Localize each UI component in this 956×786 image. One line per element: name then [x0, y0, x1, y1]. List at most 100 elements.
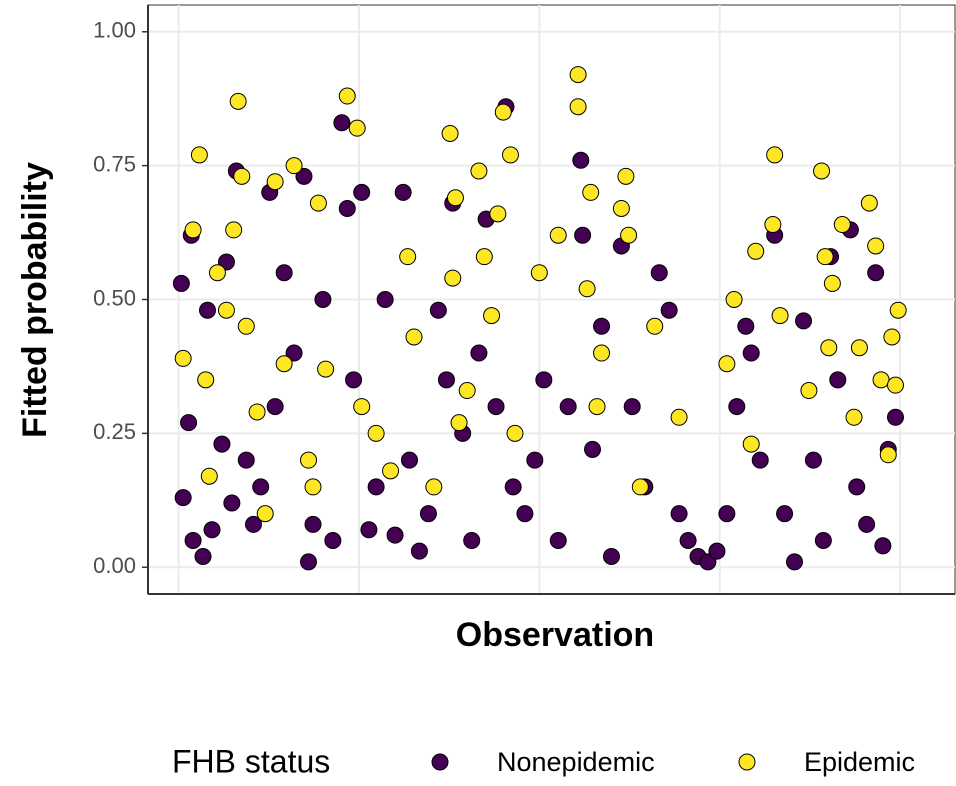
- legend-label: Nonepidemic: [497, 747, 655, 777]
- data-point: [612, 199, 630, 217]
- data-point: [504, 478, 522, 496]
- data-point: [229, 92, 247, 110]
- data-point: [582, 183, 600, 201]
- data-point: [833, 216, 851, 234]
- data-point: [475, 248, 493, 266]
- data-point: [217, 301, 235, 319]
- data-point: [569, 98, 587, 116]
- data-point: [670, 505, 688, 523]
- data-point: [376, 291, 394, 308]
- data-point: [845, 408, 863, 426]
- data-point: [419, 505, 437, 523]
- data-point: [285, 344, 303, 362]
- data-point: [353, 183, 371, 201]
- y-tick-label: 0.25: [93, 419, 136, 444]
- data-point: [660, 301, 678, 319]
- data-point: [742, 435, 760, 453]
- data-point: [450, 414, 468, 432]
- y-tick-label: 0.50: [93, 285, 136, 310]
- data-point: [237, 317, 255, 335]
- data-point: [299, 553, 317, 571]
- data-point: [244, 515, 262, 533]
- data-point: [501, 146, 519, 164]
- data-point: [425, 478, 443, 496]
- data-point: [526, 451, 544, 469]
- data-point: [718, 355, 736, 373]
- data-point: [848, 478, 866, 496]
- data-point: [795, 312, 813, 330]
- data-point: [333, 114, 351, 132]
- data-point: [574, 226, 592, 244]
- data-point: [295, 167, 313, 185]
- data-point: [266, 173, 284, 191]
- data-point: [593, 317, 611, 335]
- data-point: [530, 264, 548, 282]
- data-point: [679, 531, 697, 549]
- data-point: [549, 226, 567, 244]
- data-point: [516, 505, 534, 523]
- data-point: [345, 371, 363, 389]
- data-point: [860, 194, 878, 212]
- data-point: [886, 376, 904, 394]
- data-point: [304, 515, 322, 533]
- data-point: [725, 291, 743, 308]
- data-point: [314, 291, 332, 308]
- data-point: [174, 349, 192, 367]
- data-point: [572, 151, 590, 169]
- data-point: [850, 339, 868, 357]
- data-point: [584, 440, 602, 458]
- data-point: [816, 248, 834, 266]
- y-tick-label: 0.75: [93, 151, 136, 176]
- data-point: [223, 494, 241, 512]
- data-point: [367, 424, 385, 442]
- data-point: [304, 478, 322, 496]
- data-point: [309, 194, 327, 212]
- data-point: [338, 199, 356, 217]
- data-point: [386, 526, 404, 544]
- data-point: [623, 398, 641, 416]
- data-point: [771, 307, 789, 325]
- data-point: [437, 371, 455, 389]
- data-point: [776, 505, 794, 523]
- data-point: [441, 125, 459, 143]
- data-point: [578, 280, 596, 298]
- data-point: [203, 521, 221, 539]
- data-point: [718, 505, 736, 523]
- data-point: [199, 301, 217, 319]
- data-point: [800, 382, 818, 400]
- data-point: [559, 398, 577, 416]
- data-point: [237, 451, 255, 469]
- legend-marker: [738, 753, 756, 771]
- data-point: [194, 548, 212, 566]
- data-point: [867, 237, 885, 255]
- data-point: [708, 542, 726, 560]
- y-axis-title: Fitted probability: [16, 162, 54, 438]
- data-point: [184, 221, 202, 239]
- data-point: [867, 264, 885, 282]
- data-point: [620, 226, 638, 244]
- data-point: [266, 398, 284, 416]
- data-point: [184, 531, 202, 549]
- data-point: [549, 531, 567, 549]
- data-point: [737, 317, 755, 335]
- data-point: [394, 183, 412, 201]
- data-point: [252, 478, 270, 496]
- data-point: [829, 371, 847, 389]
- y-tick-label: 1.00: [93, 18, 136, 43]
- data-point: [285, 157, 303, 175]
- data-point: [180, 414, 198, 432]
- data-point: [483, 307, 501, 325]
- legend-marker: [431, 753, 449, 771]
- x-axis-title: Observation: [456, 616, 654, 654]
- data-point: [823, 274, 841, 292]
- data-point: [400, 451, 418, 469]
- data-point: [886, 408, 904, 426]
- data-point: [786, 553, 804, 571]
- data-point: [458, 382, 476, 400]
- data-point: [728, 398, 746, 416]
- data-point: [248, 403, 266, 421]
- data-point: [190, 146, 208, 164]
- data-point: [858, 515, 876, 533]
- data-point: [360, 521, 378, 539]
